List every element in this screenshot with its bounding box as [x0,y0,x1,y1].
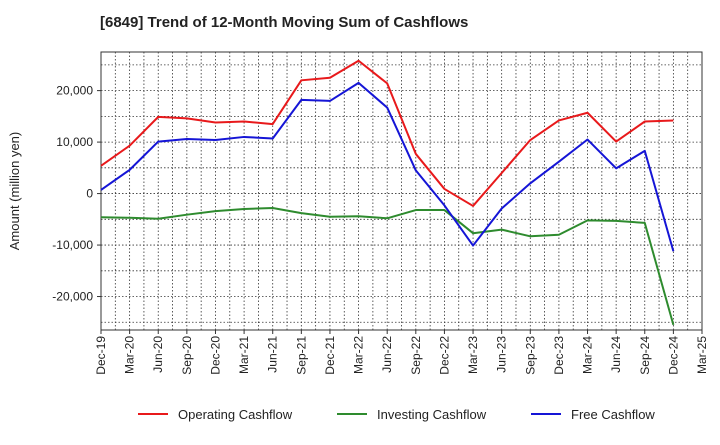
x-tick-label: Sep-23 [523,336,537,375]
x-tick-label: Jun-22 [380,336,394,373]
y-tick-label: 10,000 [56,135,93,149]
x-tick-label: Mar-21 [237,336,251,374]
x-tick-label: Sep-21 [294,336,308,375]
y-tick-label: -10,000 [52,238,93,252]
x-tick-label: Jun-20 [151,336,165,373]
x-tick-label: Dec-19 [94,336,108,375]
grid-layer [100,52,703,330]
y-tick-label: -20,000 [52,290,93,304]
legend-label-operating-cashflow: Operating Cashflow [178,407,293,422]
y-axis-label: Amount (million yen) [7,132,22,251]
legend: Operating Cashflow Investing Cashflow Free… [138,407,655,422]
x-tick-label: Jun-21 [266,336,280,373]
series-line-operating-cashflow [100,59,674,207]
x-tick-label: Dec-21 [323,336,337,375]
chart-title: [6849] Trend of 12-Month Moving Sum of C… [100,14,469,31]
x-tick-label: Jun-23 [495,336,509,373]
series-line-investing-cashflow [100,206,675,326]
x-tick-label: Dec-23 [552,336,566,375]
y-tick-label: 20,000 [56,84,93,98]
x-tick-label: Dec-24 [666,336,680,375]
series-layer [100,59,675,326]
x-tick-label: Mar-20 [123,336,137,374]
axis-layer: -20,000 -10,000 0 10,000 20,000 Amount (milli… [7,51,709,375]
x-tick-label: Mar-22 [352,336,366,374]
x-tick-label: Jun-24 [609,336,623,373]
series-line-free-cashflow [100,81,675,252]
x-tick-label: Mar-25 [695,336,709,374]
x-tick-label: Mar-24 [581,336,595,374]
y-tick-label: 0 [86,187,93,201]
x-tick-label: Dec-20 [208,336,222,375]
legend-label-free-cashflow: Free Cashflow [571,407,655,422]
legend-label-investing-cashflow: Investing Cashflow [377,407,487,422]
x-tick-label: Sep-20 [180,336,194,375]
x-tick-label: Dec-22 [437,336,451,375]
x-tick-label: Sep-24 [638,336,652,375]
x-tick-label: Mar-23 [466,336,480,374]
plot-frame [100,51,703,331]
x-tick-label: Sep-22 [409,336,423,375]
